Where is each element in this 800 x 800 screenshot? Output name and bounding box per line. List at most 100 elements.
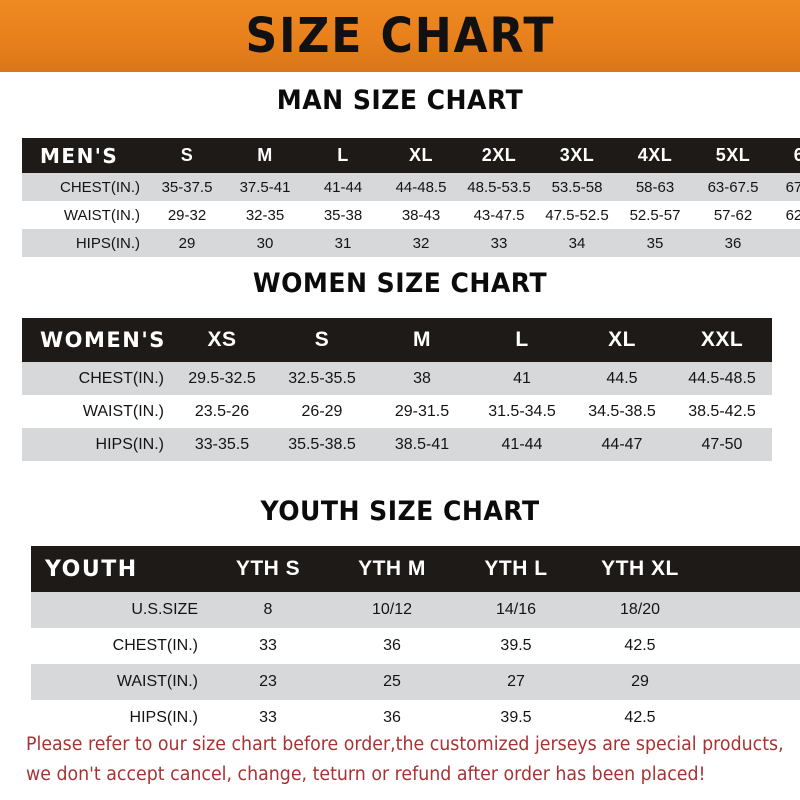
footer-warning-line-2: we don't accept cancel, change, teturn o… xyxy=(26,764,706,785)
man-chest-l: 41-44 xyxy=(323,178,363,196)
women-column-header-s: S xyxy=(314,328,330,351)
youth-cell-filler xyxy=(702,592,800,628)
man-header-row: MEN'S S M L XL 2XL 3XL 4XL 5XL 6XL xyxy=(22,138,800,173)
youth-row-label-waist: WAIST(IN.) xyxy=(116,673,198,690)
women-column-header-l: L xyxy=(515,328,529,351)
women-column-header-m: M xyxy=(413,328,431,351)
man-waist-3xl: 47.5-52.5 xyxy=(545,206,609,224)
women-waist-m: 29-31.5 xyxy=(394,402,450,420)
man-column-header-2xl: 2XL xyxy=(481,145,517,165)
youth-column-header-xl: YTH XL xyxy=(601,557,679,580)
youth-hips-l: 39.5 xyxy=(500,709,532,726)
youth-row-label-chest: CHEST(IN.) xyxy=(112,637,198,654)
man-hips-2xl: 33 xyxy=(490,234,508,252)
women-chest-s: 32.5-35.5 xyxy=(288,369,356,387)
table-row: HIPS(IN.) 33-35.5 35.5-38.5 38.5-41 41-4… xyxy=(22,428,772,461)
youth-column-header-m: YTH M xyxy=(358,557,426,580)
youth-ussize-l: 14/16 xyxy=(495,601,537,618)
man-chest-3xl: 53.5-58 xyxy=(551,178,603,196)
women-column-header-xl: XL xyxy=(608,328,636,351)
women-chest-m: 38 xyxy=(413,369,431,387)
footer-warning-note: Please refer to our size chart before or… xyxy=(26,730,784,790)
youth-header-row: YOUTH YTH S YTH M YTH L YTH XL xyxy=(31,546,800,592)
banner: SIZE CHART xyxy=(0,0,800,72)
women-row-label-hips: HIPS(IN.) xyxy=(95,435,164,453)
man-waist-xl: 38-43 xyxy=(401,206,441,224)
women-hips-s: 35.5-38.5 xyxy=(288,435,356,453)
table-row: WAIST(IN.) 23 25 27 29 xyxy=(31,664,800,700)
women-hips-xxl: 47-50 xyxy=(701,435,743,453)
man-waist-s: 29-32 xyxy=(167,206,207,224)
man-table-head: MEN'S S M L XL 2XL 3XL 4XL 5XL 6XL xyxy=(22,138,800,173)
youth-column-header-l: YTH L xyxy=(484,557,548,580)
youth-ussize-xl: 18/20 xyxy=(619,601,661,618)
youth-table-head: YOUTH YTH S YTH M YTH L YTH XL xyxy=(31,546,800,592)
man-column-header-4xl: 4XL xyxy=(637,145,673,165)
women-chest-xl: 44.5 xyxy=(606,369,638,387)
youth-row-label-hips: HIPS(IN.) xyxy=(129,709,198,726)
table-row: WAIST(IN.) 23.5-26 26-29 29-31.5 31.5-34… xyxy=(22,395,772,428)
youth-waist-xl: 29 xyxy=(631,673,649,690)
youth-ussize-s: 8 xyxy=(263,601,273,618)
man-chest-4xl: 58-63 xyxy=(635,178,675,196)
youth-section-title: YOUTH SIZE CHART xyxy=(260,496,540,527)
table-row: HIPS(IN.) 33 36 39.5 42.5 xyxy=(31,700,800,736)
youth-chest-m: 36 xyxy=(383,637,401,654)
man-hips-4xl: 35 xyxy=(646,234,664,252)
man-column-header-l: L xyxy=(337,145,349,165)
women-column-header-xs: XS xyxy=(207,328,237,351)
man-hips-3xl: 34 xyxy=(568,234,586,252)
youth-size-table: YOUTH YTH S YTH M YTH L YTH XL U.S.SIZE … xyxy=(31,546,800,736)
man-chest-6xl: 67.5-72 xyxy=(785,178,800,196)
man-hips-s: 29 xyxy=(178,234,196,252)
man-hips-m: 30 xyxy=(256,234,274,252)
youth-header-filler xyxy=(702,546,800,592)
youth-table-body: U.S.SIZE 8 10/12 14/16 18/20 CHEST(IN.) … xyxy=(31,592,800,736)
table-row: WAIST(IN.) 29-32 32-35 35-38 38-43 43-47… xyxy=(22,201,800,229)
man-row-header-label: MEN'S xyxy=(40,143,119,168)
man-column-header-m: M xyxy=(257,145,273,165)
youth-waist-s: 23 xyxy=(259,673,277,690)
women-section-title: WOMEN SIZE CHART xyxy=(252,268,548,299)
women-waist-s: 26-29 xyxy=(301,402,343,420)
man-hips-xl: 32 xyxy=(412,234,430,252)
women-hips-xs: 33-35.5 xyxy=(194,435,250,453)
footer-warning-line-1: Please refer to our size chart before or… xyxy=(26,734,784,755)
youth-row-header-label: YOUTH xyxy=(45,556,138,582)
man-hips-6xl: 37 xyxy=(772,229,800,257)
youth-cell-filler xyxy=(702,664,800,700)
women-hips-l: 41-44 xyxy=(501,435,543,453)
women-waist-xs: 23.5-26 xyxy=(194,402,250,420)
women-row-label-chest: CHEST(IN.) xyxy=(78,369,164,387)
man-waist-l: 35-38 xyxy=(323,206,363,224)
table-row: HIPS(IN.) 29 30 31 32 33 34 35 36 37 xyxy=(22,229,800,257)
man-chest-2xl: 48.5-53.5 xyxy=(467,178,531,196)
table-row: CHEST(IN.) 35-37.5 37.5-41 41-44 44-48.5… xyxy=(22,173,800,201)
table-row: CHEST(IN.) 29.5-32.5 32.5-35.5 38 41 44.… xyxy=(22,362,772,395)
women-table-head: WOMEN'S XS S M L XL XXL xyxy=(22,318,772,362)
youth-waist-m: 25 xyxy=(383,673,401,690)
man-column-header-xl: XL xyxy=(408,145,433,165)
youth-waist-l: 27 xyxy=(507,673,525,690)
youth-cell-filler xyxy=(702,628,800,664)
youth-hips-s: 33 xyxy=(259,709,277,726)
women-chest-l: 41 xyxy=(513,369,531,387)
man-column-header-3xl: 3XL xyxy=(559,145,595,165)
women-size-table: WOMEN'S XS S M L XL XXL CHEST(IN.) 29.5-… xyxy=(22,318,772,461)
man-column-header-6xl: 6XL xyxy=(793,145,800,165)
man-waist-4xl: 52.5-57 xyxy=(629,206,681,224)
man-column-header-s: S xyxy=(180,145,194,165)
man-hips-5xl: 36 xyxy=(724,234,742,252)
women-waist-xxl: 38.5-42.5 xyxy=(688,402,756,420)
youth-row-label-us-size: U.S.SIZE xyxy=(131,601,198,618)
table-row: CHEST(IN.) 33 36 39.5 42.5 xyxy=(31,628,800,664)
women-chest-xxl: 44.5-48.5 xyxy=(688,369,756,387)
man-chest-s: 35-37.5 xyxy=(161,178,213,196)
women-row-header-label: WOMEN'S xyxy=(40,328,166,352)
women-waist-xl: 34.5-38.5 xyxy=(588,402,656,420)
man-waist-m: 32-35 xyxy=(245,206,285,224)
youth-hips-m: 36 xyxy=(383,709,401,726)
man-section-title: MAN SIZE CHART xyxy=(276,85,524,116)
man-row-label-hips: HIPS(IN.) xyxy=(75,234,140,252)
man-waist-5xl: 57-62 xyxy=(713,206,753,224)
